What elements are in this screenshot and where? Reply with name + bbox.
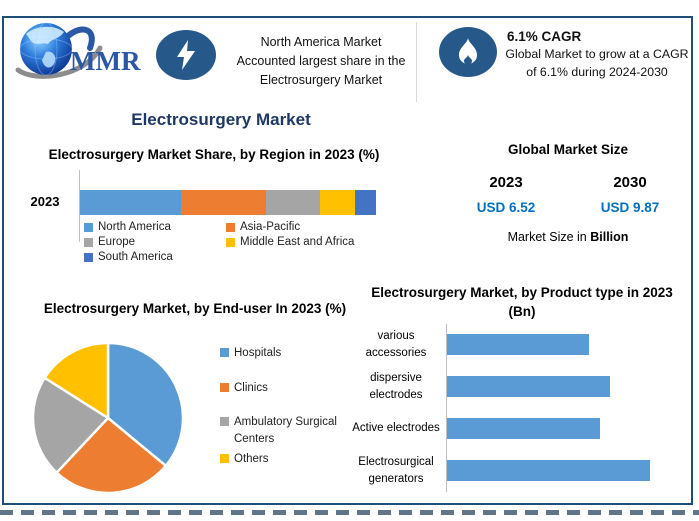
- flame-icon: [439, 27, 497, 77]
- region-legend-item-north-america: North America: [84, 221, 226, 233]
- product-row-dispersive-electrodes: dispersive electrodes: [352, 366, 692, 408]
- legend-label-south-america: South America: [98, 251, 173, 263]
- legend-label-north-america: North America: [98, 221, 171, 233]
- logo-swoosh-gray: [15, 45, 103, 79]
- legend-swatch-hospitals: [220, 348, 229, 357]
- product-bar-various-accessories: [447, 334, 590, 355]
- lightning-glyph: [177, 40, 195, 70]
- flame-glyph: [459, 38, 477, 65]
- legend-label-others: Others: [234, 452, 269, 465]
- region-chart-title: Electrosurgery Market Share, by Region i…: [48, 147, 380, 162]
- legend-swatch-clinics: [220, 382, 229, 392]
- highlight-line-2: Accounted largest share in the: [236, 53, 406, 68]
- market-size-title: Global Market Size: [507, 142, 629, 157]
- region-segment-middle-east-and-africa: [319, 190, 356, 215]
- product-label-various-accessories: various accessories: [365, 329, 427, 359]
- banner-divider: [416, 22, 417, 102]
- region-legend-item-south-america: South America: [84, 251, 226, 263]
- region-category-label: 2023: [30, 194, 60, 209]
- region-legend-item-middle-east-and-africa: Middle East and Africa: [226, 236, 402, 248]
- bottom-dashed-line: [0, 510, 699, 515]
- region-stacked-bar: [80, 190, 376, 215]
- legend-label-clinics: Clinics: [234, 381, 268, 394]
- market-size-year-2030: 2030: [613, 174, 647, 191]
- product-label-electrosurgical-generators: Electrosurgical generators: [358, 455, 434, 485]
- region-segment-south-america: [355, 190, 376, 215]
- product-chart-title: Electrosurgery Market, by Product type i…: [371, 285, 673, 319]
- product-bar-chart: various accessories dispersive electrodes…: [352, 324, 692, 492]
- enduser-pie: [31, 341, 185, 495]
- pie-slice-others: [43, 341, 110, 420]
- enduser-legend: Hospitals Clinics Ambulatory Surgical Cent…: [220, 345, 350, 485]
- region-segment-europe: [266, 190, 320, 215]
- legend-label-ambulatory-surgical-centers: Ambulatory Surgical Centers: [234, 416, 337, 446]
- product-row-various-accessories: various accessories: [352, 324, 692, 366]
- region-legend-item-asia-pacific: Asia-Pacific: [226, 221, 402, 233]
- logo-wordmark: MMR: [70, 46, 141, 76]
- highlight-line-3: Electrosurgery Market: [259, 72, 383, 87]
- logo-continent-north: [26, 26, 64, 44]
- product-label-active-electrodes: Active electrodes: [352, 422, 440, 435]
- legend-swatch-europe: [84, 237, 93, 247]
- product-track-various-accessories: [446, 324, 692, 366]
- enduser-legend-item-hospitals: Hospitals: [220, 345, 350, 362]
- product-bar-active-electrodes: [447, 418, 600, 439]
- pie-slice-hospitals: [106, 341, 185, 468]
- logo-latitude-line: [19, 38, 73, 60]
- highlight-line-1: North America Market: [260, 35, 382, 49]
- content-frame: MMR North America Market Accounted large…: [2, 16, 693, 505]
- enduser-chart-title: Electrosurgery Market, by End-user In 20…: [43, 301, 347, 316]
- page-title: Electrosurgery Market: [131, 110, 311, 129]
- region-axis-line: [79, 170, 80, 242]
- legend-swatch-asia-pacific: [226, 222, 235, 232]
- legend-swatch-ambulatory-surgical-centers: [220, 417, 229, 427]
- logo-longitude-line: [34, 22, 58, 76]
- market-size-value-2023: USD 6.52: [476, 200, 536, 215]
- product-label-dispersive-electrodes: dispersive electrodes: [369, 371, 423, 401]
- cagr-callout: 6.1% CAGR Global Market to grow at a CAG…: [501, 29, 693, 82]
- market-size-note: Market Size in Billion: [444, 230, 692, 244]
- legend-label-europe: Europe: [98, 236, 136, 248]
- cagr-body: Global Market to grow at a CAGR of 6.1% …: [505, 47, 689, 79]
- market-size-year-2023: 2023: [489, 174, 523, 191]
- product-track-electrosurgical-generators: [446, 450, 692, 492]
- product-track-active-electrodes: [446, 408, 692, 450]
- product-bar-electrosurgical-generators: [447, 460, 651, 481]
- legend-label-middle-east-and-africa: Middle East and Africa: [240, 236, 355, 248]
- enduser-legend-item-others: Others: [220, 451, 350, 468]
- product-row-electrosurgical-generators: Electrosurgical generators: [352, 450, 692, 492]
- mmr-logo-graphic: MMR: [15, 22, 141, 79]
- region-legend: North America Asia-Pacific Europe Middle Ea…: [84, 221, 402, 263]
- pie-slice-ambulatory-surgical-centers: [31, 376, 110, 474]
- legend-label-hospitals: Hospitals: [234, 347, 282, 359]
- lightning-icon: [156, 30, 216, 80]
- pie-slice-clinics: [55, 416, 168, 495]
- region-segment-north-america: [80, 190, 181, 215]
- product-track-dispersive-electrodes: [446, 366, 692, 408]
- market-size-value-2030: USD 9.87: [600, 200, 660, 215]
- region-legend-item-europe: Europe: [84, 236, 226, 248]
- product-row-active-electrodes: Active electrodes: [352, 408, 692, 450]
- market-size-note-unit: Billion: [590, 230, 629, 244]
- mmr-logo: MMR: [12, 18, 152, 84]
- enduser-legend-item-clinics: Clinics: [220, 380, 350, 397]
- logo-continent-south: [42, 51, 56, 68]
- legend-label-asia-pacific: Asia-Pacific: [240, 221, 301, 233]
- legend-swatch-north-america: [84, 222, 93, 232]
- cagr-title: 6.1% CAGR: [507, 29, 582, 44]
- product-bar-dispersive-electrodes: [447, 376, 610, 397]
- banner-highlight-text: North America Market Accounted largest s…: [210, 33, 432, 89]
- region-segment-asia-pacific: [180, 190, 267, 215]
- global-market-size-panel: Global Market Size 2023 2030 USD 6.52 US…: [444, 142, 692, 244]
- enduser-legend-item-ambulatory-surgical-centers: Ambulatory Surgical Centers: [220, 414, 350, 447]
- legend-swatch-others: [220, 453, 229, 463]
- legend-swatch-middle-east-and-africa: [226, 237, 235, 247]
- market-size-note-prefix: Market Size in: [507, 230, 591, 244]
- legend-swatch-south-america: [84, 252, 93, 262]
